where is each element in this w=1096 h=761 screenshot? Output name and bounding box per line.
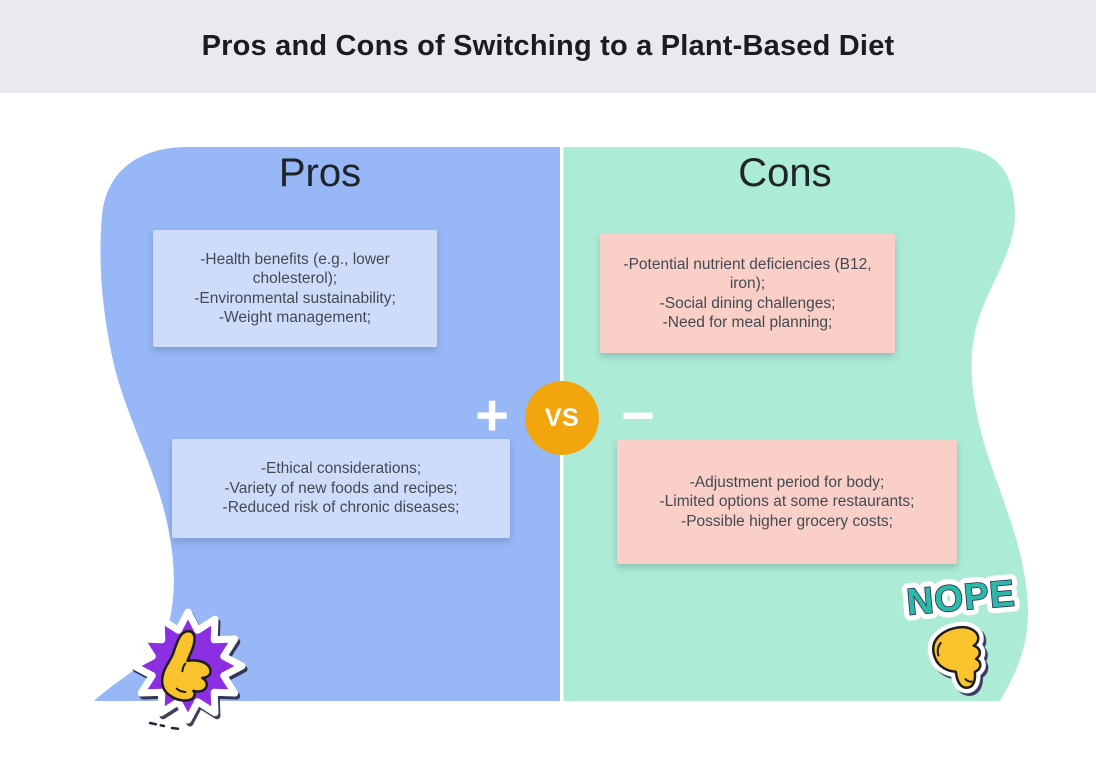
pros-card-2-item: -Reduced risk of chronic diseases; [222,499,460,517]
cons-card-2-item: -Possible higher grocery costs; [681,512,893,530]
thumb-up-hand [160,629,212,702]
pros-card-2-item: -Ethical considerations; [260,460,422,478]
minus-icon: − [621,383,655,448]
vs-badge: VS [525,381,599,455]
thumbs-down-icon: NOPE NOPE NOPE [899,566,1023,694]
header-bar: Pros and Cons of Switching to a Plant-Ba… [0,0,1096,93]
pros-card-2: -Ethical considerations; -Variety of new… [172,439,510,538]
cons-heading: Cons [738,151,832,195]
nope-text-shadow: NOPE [908,576,1020,626]
cons-card-1-item: -Need for meal planning; [662,314,833,331]
pros-heading: Pros [278,151,362,195]
pros-card-1: -Health benefits (e.g., lower cholestero… [153,230,437,347]
cons-card-1: -Potential nutrient deficiencies (B12, i… [600,234,895,353]
cons-card-2: -Adjustment period for body; -Limited op… [617,440,957,564]
pros-card-2-item: -Variety of new foods and recipes; [224,479,458,497]
vs-label: VS [544,403,580,432]
cons-card-1-item: -Potential nutrient deficiencies (B12, i… [623,255,872,293]
thumb-down-hand [927,621,986,694]
page-title: Pros and Cons of Switching to a Plant-Ba… [201,30,895,62]
cons-card-2-item: -Limited options at some restaurants; [659,493,915,511]
plus-icon: + [475,383,509,448]
cons-card-1-item: -Social dining challenges; [659,294,836,312]
pros-card-1-item: -Weight management; [218,309,372,326]
cons-card-2-item: -Adjustment period for body; [689,473,885,491]
pros-card-1-item: -Health benefits (e.g., lower cholestero… [200,250,390,288]
pros-card-1-item: -Environmental sustainability; [194,289,396,307]
thumbs-up-icon [130,608,246,731]
